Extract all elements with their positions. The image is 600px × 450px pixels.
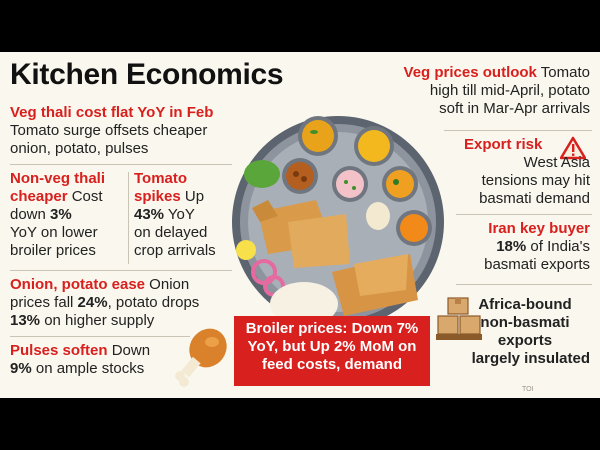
broiler-pct-mom: 2%: [333, 338, 356, 355]
iran-pct: 18%: [496, 238, 527, 255]
export-risk-line1: West Asia: [523, 154, 590, 171]
non-veg-heading-2: cheaper: [10, 188, 68, 205]
tomato-line4: on delayed: [134, 224, 208, 241]
chicken-leg-icon: [175, 328, 227, 387]
export-risk-line2: tensions may hit: [481, 172, 590, 189]
non-veg-down: down: [10, 206, 51, 223]
onion-l3b: on higher supply: [40, 312, 155, 329]
tomato-heading-1: Tomato: [134, 170, 188, 187]
non-veg-line4: YoY on lower: [10, 224, 98, 241]
divider: [10, 336, 190, 337]
pulses-l2b: on ample stocks: [31, 360, 145, 377]
veg-thali-line1: Tomato surge offsets cheaper: [10, 122, 208, 139]
iran-line2: basmati exports: [484, 256, 590, 273]
outlook-text: Tomato: [536, 64, 590, 81]
broiler-l1a: Broiler prices: Down: [245, 320, 397, 337]
divider: [444, 130, 592, 131]
onion-heading: Onion, potato ease: [10, 276, 146, 293]
iran-l1b: of India's: [526, 238, 590, 255]
watermark: TOI: [522, 386, 534, 393]
non-veg-heading-1: Non-veg thali: [10, 170, 106, 187]
non-veg-text: Cost: [67, 188, 103, 205]
non-veg-pct: 3%: [50, 206, 72, 223]
africa-block: Africa-bound non-basmati exports: [460, 296, 590, 350]
pulses-text: Down: [107, 342, 151, 359]
cargo-boxes-icon: [436, 297, 482, 340]
onion-l2c: , potato drops: [107, 294, 200, 311]
export-risk-heading: Export risk: [464, 136, 543, 153]
divider: [128, 172, 129, 264]
iran-heading: Iran key buyer: [488, 220, 590, 237]
africa-line3: exports: [497, 332, 553, 349]
iran-block: Iran key buyer 18% of India's basmati ex…: [484, 220, 590, 274]
africa-line2: non-basmati: [480, 314, 570, 331]
tomato-text: Up: [180, 188, 205, 205]
potato-pct: 13%: [10, 312, 41, 329]
broiler-l2a: YoY, but Up: [247, 338, 334, 355]
export-risk-block: West Asia tensions may hit basmati deman…: [479, 154, 590, 208]
onion-text: Onion: [145, 276, 190, 293]
broiler-pct-yoy: 7%: [396, 320, 419, 337]
infographic-card: Kitchen Economics Veg thali cost flat Yo…: [0, 52, 600, 398]
tomato-line5: crop arrivals: [134, 242, 216, 259]
divider: [10, 164, 232, 165]
outlook-block: Veg prices outlook Tomato high till mid-…: [404, 64, 590, 118]
onion-pct: 24%: [77, 294, 108, 311]
pulses-block: Pulses soften Down 9% on ample stocks: [10, 342, 150, 378]
veg-thali-line2: onion, potato, pulses: [10, 140, 149, 157]
africa-line4: largely insulated: [471, 350, 590, 367]
divider: [456, 284, 592, 285]
tomato-heading-2: spikes: [134, 188, 181, 205]
pulses-pct: 9%: [10, 360, 32, 377]
thali-plate-illustration: [232, 116, 444, 328]
non-veg-block: Non-veg thali cheaper Cost down 3% YoY o…: [10, 170, 128, 260]
pulses-heading: Pulses soften: [10, 342, 108, 359]
warning-triangle-icon: [560, 136, 586, 160]
tomato-block: Tomato spikes Up 43% YoY on delayed crop…: [134, 170, 234, 260]
onion-block: Onion, potato ease Onion prices fall 24%…: [10, 276, 199, 330]
broiler-l2c: MoM on: [355, 338, 417, 355]
onion-l2a: prices fall: [10, 294, 78, 311]
page-title: Kitchen Economics: [10, 58, 284, 91]
veg-thali-heading: Veg thali cost flat YoY in Feb: [10, 104, 214, 121]
outlook-line3: soft in Mar-Apr arrivals: [439, 100, 590, 117]
tomato-pct: 43%: [134, 206, 165, 223]
africa-line1: Africa-bound: [478, 296, 572, 313]
divider: [456, 214, 592, 215]
broiler-callout: Broiler prices: Down 7% YoY, but Up 2% M…: [234, 316, 430, 386]
non-veg-line5: broiler prices: [10, 242, 96, 259]
outlook-heading: Veg prices outlook: [403, 64, 537, 81]
broiler-l3: feed costs, demand: [261, 356, 403, 373]
divider: [10, 270, 232, 271]
outlook-line2: high till mid-April, potato: [429, 82, 590, 99]
tomato-yoy: YoY: [164, 206, 195, 223]
export-risk-line3: basmati demand: [479, 190, 590, 207]
